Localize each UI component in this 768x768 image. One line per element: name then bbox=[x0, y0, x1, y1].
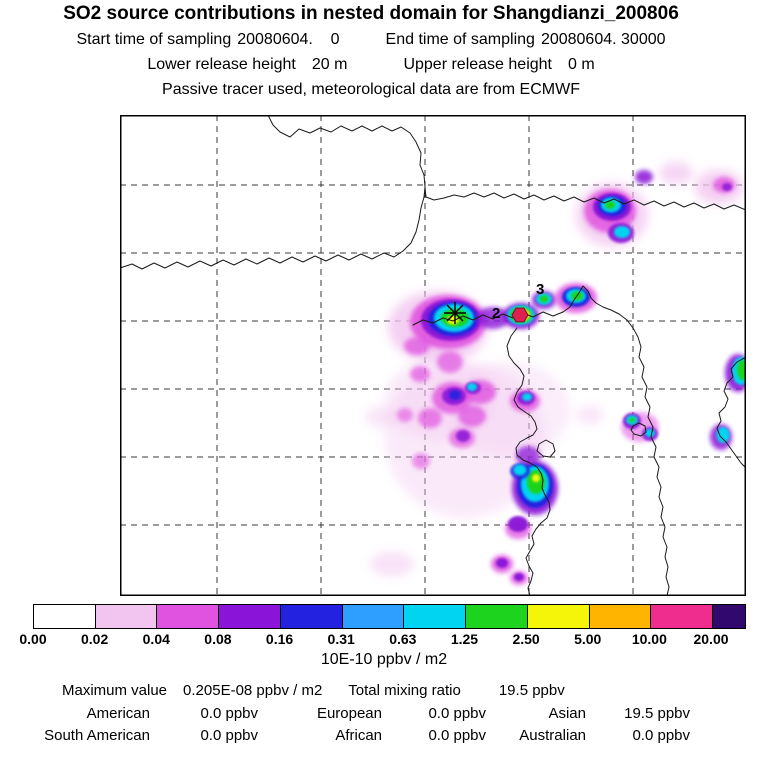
colorbar-segment bbox=[34, 605, 95, 628]
lower-release-value: 20 m bbox=[311, 56, 348, 73]
colorbar-segment bbox=[650, 605, 713, 628]
site-hexagon-marker bbox=[511, 307, 529, 323]
colorbar-tick-label: 10.00 bbox=[631, 631, 667, 647]
colorbar-tick-label: 0.04 bbox=[142, 631, 170, 647]
colorbar-segment bbox=[156, 605, 219, 628]
colorbar-tick-label: 0.08 bbox=[204, 631, 232, 647]
start-time-label: Start time of sampling bbox=[76, 31, 232, 48]
lower-release-label: Lower release height bbox=[147, 56, 296, 73]
colorbar-tick-label: 2.50 bbox=[512, 631, 540, 647]
region-label: Asian bbox=[548, 705, 586, 722]
colorbar-tick-label: 0.00 bbox=[19, 631, 47, 647]
region-value: 0.0 ppbv bbox=[200, 705, 258, 722]
tracer-line: Passive tracer used, meteorological data… bbox=[162, 81, 580, 98]
region-value: 0.0 ppbv bbox=[200, 727, 258, 744]
upper-release-value: 0 m bbox=[568, 56, 595, 73]
colorbar-tick-label: 20.00 bbox=[693, 631, 729, 647]
end-time-value: 20080604. 30000 bbox=[540, 31, 666, 48]
total-mixing-ratio-label: Total mixing ratio bbox=[348, 682, 461, 699]
concentration-field bbox=[366, 162, 746, 585]
colorbar-ticks: 0.00 0.02 0.04 0.08 0.16 0.31 0.63 1.25 2.50 5.00… bbox=[19, 631, 746, 648]
region-label: African bbox=[335, 727, 382, 744]
colorbar-segment bbox=[588, 605, 651, 628]
colorbar-segment bbox=[341, 605, 404, 628]
start-time-value: 20080604. 0 bbox=[237, 31, 340, 48]
colorbar-segment bbox=[403, 605, 466, 628]
end-time-label: End time of sampling bbox=[385, 31, 535, 48]
plume-lower bbox=[397, 366, 558, 585]
colorbar-segment bbox=[712, 605, 746, 628]
release-markers: 2 3 bbox=[444, 281, 544, 324]
colorbar-tick-label: 0.16 bbox=[265, 631, 294, 647]
colorbar-segment bbox=[94, 605, 157, 628]
colorbar-segment bbox=[526, 605, 589, 628]
colorbar-tick-label: 0.02 bbox=[81, 631, 109, 647]
region-label: South American bbox=[44, 727, 150, 744]
marker-3-label: 3 bbox=[536, 281, 544, 298]
colorbar-units: 10E-10 ppbv / m2 bbox=[320, 651, 448, 668]
map: 2 3 bbox=[120, 115, 746, 596]
sampling-line: Start time of sampling 20080604. 0 End tim… bbox=[0, 30, 742, 50]
colorbar-tick-label: 0.63 bbox=[389, 631, 417, 647]
stats-summary-row: Maximum value 0.205E-08 ppbv / m2 Total mi… bbox=[0, 682, 768, 699]
colorbar-segment bbox=[279, 605, 342, 628]
region-label: Australian bbox=[519, 727, 586, 744]
region-value: 0.0 ppbv bbox=[428, 727, 486, 744]
region-value: 0.0 ppbv bbox=[632, 727, 690, 744]
stats-region-row-2: South American 0.0 ppbv African 0.0 ppbv… bbox=[2, 727, 690, 744]
colorbar-tick-label: 1.25 bbox=[450, 631, 479, 647]
plume-central bbox=[388, 291, 488, 373]
release-height-line: Lower release height 20 m Upper release he… bbox=[0, 55, 742, 75]
upper-release-label: Upper release height bbox=[403, 56, 552, 73]
plume-upper-right bbox=[576, 162, 743, 247]
max-value-label: Maximum value bbox=[62, 682, 168, 699]
receptor-asterisk-marker bbox=[444, 302, 466, 324]
header: SO2 source contributions in nested domai… bbox=[0, 3, 742, 100]
map-frame bbox=[120, 115, 746, 596]
colorbar-tick-label: 0.31 bbox=[327, 631, 355, 647]
max-value: 0.205E-08 ppbv / m2 bbox=[183, 682, 323, 699]
region-value: 0.0 ppbv bbox=[428, 705, 486, 722]
colorbar-segments bbox=[33, 604, 746, 629]
colorbar-segment bbox=[465, 605, 527, 628]
colorbar-tick-label: 5.00 bbox=[574, 631, 602, 647]
total-mixing-ratio-value: 19.5 ppbv bbox=[498, 682, 565, 699]
stats-region-row-1: American 0.0 ppbv European 0.0 ppbv Asia… bbox=[2, 705, 690, 722]
region-value: 19.5 ppbv bbox=[624, 705, 690, 722]
colorbar-segment bbox=[218, 605, 280, 628]
region-label: European bbox=[316, 705, 382, 722]
map-coastlines bbox=[120, 115, 746, 596]
marker-2-label: 2 bbox=[492, 305, 500, 322]
plot-title: SO2 source contributions in nested domai… bbox=[63, 3, 679, 24]
map-gridlines bbox=[120, 115, 746, 596]
region-label: American bbox=[86, 705, 150, 722]
